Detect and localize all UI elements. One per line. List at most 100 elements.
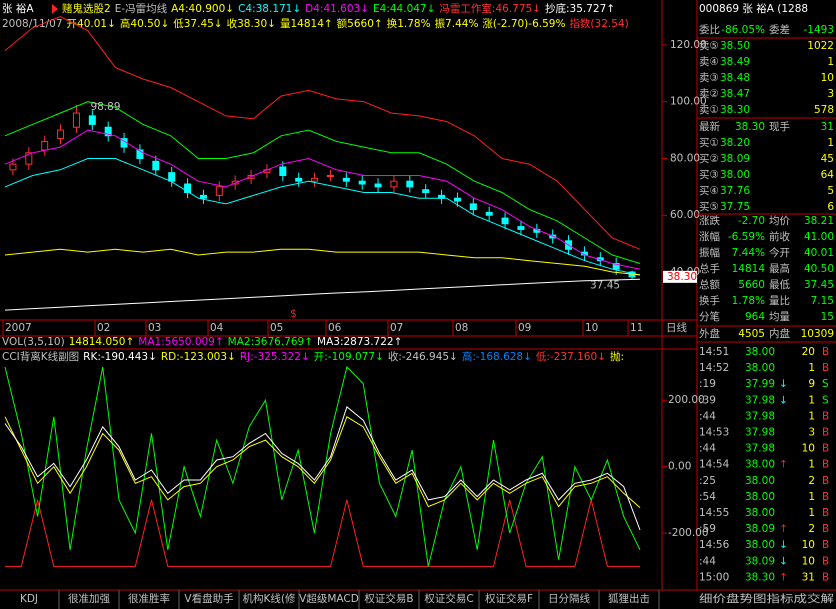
tab[interactable]: V超级MACD <box>299 592 359 605</box>
indicator-text: 收38.30↓ <box>227 17 276 30</box>
candle-body <box>469 203 477 211</box>
date-label: 03 <box>148 322 161 334</box>
book-volume: 1022 <box>807 40 834 52</box>
field-label: 涨幅 <box>699 230 720 243</box>
field-value: 10309 <box>801 328 834 340</box>
tab[interactable]: 很准加强 <box>68 592 110 605</box>
field-label: 委差 <box>769 23 790 36</box>
candle-body <box>184 183 192 194</box>
tick-arrow: ↑ <box>779 523 788 535</box>
field-label: 振幅 <box>699 246 720 259</box>
candle-body <box>311 177 319 182</box>
field-value: 5660 <box>738 279 765 291</box>
tick-side: B <box>822 427 829 439</box>
field-value: 41.00 <box>804 231 834 243</box>
tab[interactable]: 机构K线(修 <box>243 592 296 605</box>
book-volume: 10 <box>821 72 834 84</box>
indicator-text: 额5660↑ <box>337 17 383 30</box>
indicator-text: E-冯雷均线 <box>115 2 168 15</box>
candle-body <box>41 140 49 151</box>
indicator-text: E4:44.047↓ <box>373 3 435 15</box>
period-label: 日线 <box>666 321 687 334</box>
field-value: 7.15 <box>811 295 834 307</box>
tick-price: 37.98 <box>745 427 775 439</box>
candle-body <box>295 177 303 182</box>
book-label: 卖③ <box>699 72 719 84</box>
tick-arrow: ↓ <box>779 378 788 390</box>
tick-arrow: ↓ <box>779 539 788 551</box>
indicator-line <box>4 101 641 264</box>
book-price: 37.76 <box>720 185 750 197</box>
field-value: -2.70 <box>738 215 765 227</box>
tab[interactable]: 权证交易C <box>424 592 473 605</box>
y-tick-label: 60.00 <box>670 209 700 221</box>
indicator-text: RD:-123.003↓ <box>161 351 236 363</box>
annotation: 98.89 <box>90 101 120 113</box>
tab[interactable]: V看盘助手 <box>184 592 233 605</box>
date-label: 2007 <box>5 322 32 334</box>
tick-time: :59 <box>699 523 716 535</box>
field-value: -1493 <box>803 24 834 36</box>
field-label: 内盘 <box>769 327 790 340</box>
book-volume: 3 <box>827 88 834 100</box>
tick-volume: 10 <box>802 539 815 551</box>
book-label: 卖② <box>699 88 719 100</box>
y-tick-label: 80.00 <box>670 152 700 164</box>
book-price: 37.75 <box>720 201 750 213</box>
tick-price: 38.09 <box>745 523 775 535</box>
candle-body <box>374 183 382 188</box>
tab[interactable]: 很准胜率 <box>128 592 170 605</box>
indicator-text: 开:-109.077↓ <box>314 351 384 363</box>
field-value: 7.44% <box>732 247 765 259</box>
date-label: 05 <box>270 322 283 334</box>
indicator-text: 14814.050↑ <box>69 336 135 348</box>
book-price: 38.49 <box>720 56 750 68</box>
candle-body <box>9 163 17 171</box>
tick-volume: 9 <box>808 378 815 390</box>
tick-price: 38.00 <box>745 507 775 519</box>
book-price: 38.48 <box>720 72 750 84</box>
tick-time: 15:00 <box>699 571 729 583</box>
tick-volume: 31 <box>802 571 815 583</box>
book-volume: 5 <box>827 185 834 197</box>
book-volume: 1 <box>827 137 834 149</box>
tab[interactable]: 日分隔线 <box>548 592 590 605</box>
book-label: 卖① <box>699 104 719 116</box>
indicator-text: C4:38.171↓ <box>238 3 301 15</box>
tick-arrow: ↑ <box>779 571 788 583</box>
book-price: 38.30 <box>720 104 750 116</box>
date-label: 10 <box>585 322 598 334</box>
panel-tabs[interactable]: 细价盘势图指标成交解 <box>699 592 835 605</box>
field-label: 前收 <box>769 230 790 243</box>
candle-body <box>215 186 223 196</box>
tick-side: S <box>822 394 829 406</box>
indicator-line <box>4 158 641 276</box>
book-price: 38.20 <box>720 137 750 149</box>
tick-price: 38.30 <box>745 571 775 583</box>
candle-body <box>104 126 112 137</box>
tick-volume: 10 <box>802 443 815 455</box>
candle-body <box>152 160 160 171</box>
tab[interactable]: 权证交易F <box>485 592 533 605</box>
field-value: 40.50 <box>804 263 834 275</box>
tab[interactable]: 狐狸出击 <box>608 592 650 605</box>
indicator-text: RJ:-325.322↓ <box>240 351 310 363</box>
tick-volume: 1 <box>808 459 815 471</box>
field-value: 38.21 <box>804 215 834 227</box>
book-label: 买② <box>699 153 719 165</box>
tick-price: 37.98 <box>745 443 775 455</box>
tab[interactable]: KDJ <box>20 593 38 605</box>
y-tick-label: 120.00 <box>670 39 707 51</box>
field-label: 均价 <box>769 215 790 227</box>
indicator-text: 量14814↑ <box>280 18 333 30</box>
candle-body <box>136 149 144 159</box>
indicator-line <box>4 366 641 567</box>
book-label: 买① <box>699 137 719 149</box>
annotation: 37.45 <box>590 279 620 291</box>
candle-body <box>406 180 414 188</box>
candle-body <box>279 166 287 177</box>
indicator-text: 低37.45↓ <box>173 17 222 30</box>
tab[interactable]: 权证交易B <box>364 592 413 605</box>
candle-body <box>358 180 366 185</box>
